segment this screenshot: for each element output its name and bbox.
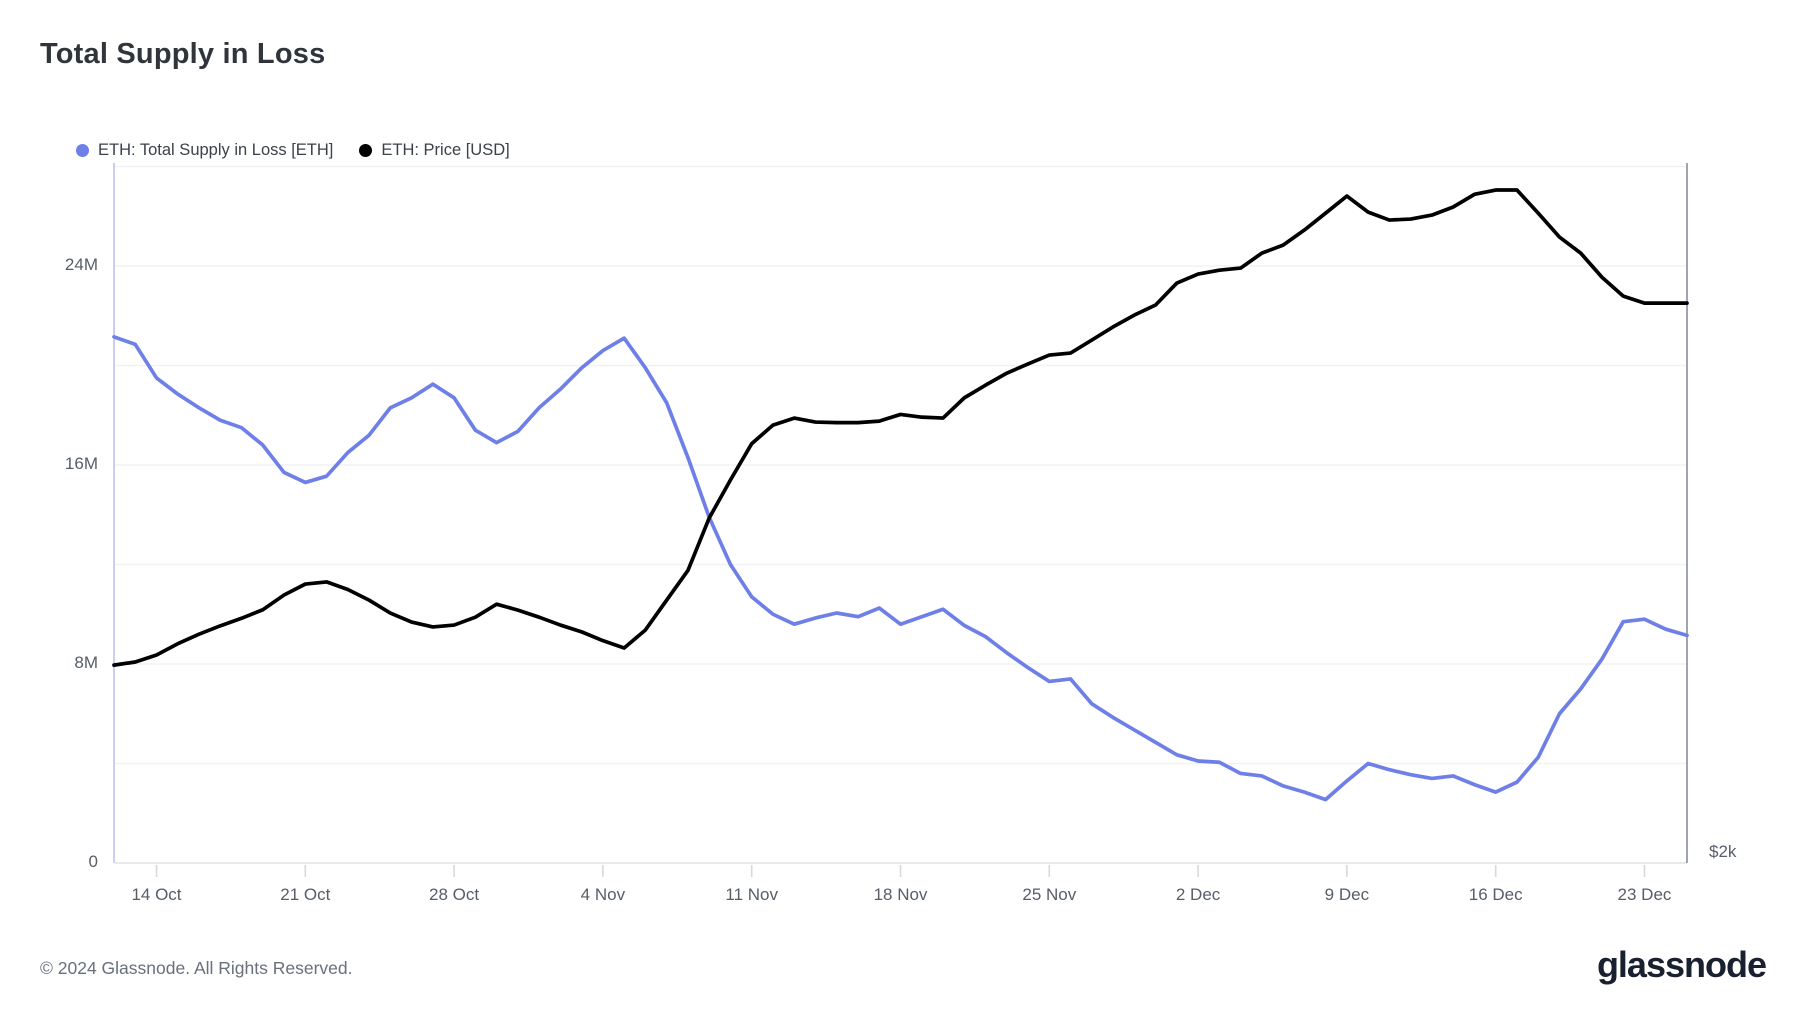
x-axis-label: 16 Dec bbox=[1468, 885, 1523, 904]
x-axis-label: 21 Oct bbox=[280, 885, 331, 904]
x-axis-label: 23 Dec bbox=[1617, 885, 1672, 904]
legend-supply-label: ETH: Total Supply in Loss [ETH] bbox=[98, 141, 334, 159]
glassnode-logo[interactable]: glassnode bbox=[1596, 944, 1767, 985]
x-axis-label: 11 Nov bbox=[725, 885, 778, 904]
x-axis-label: 9 Dec bbox=[1324, 885, 1370, 904]
x-axis-label: 18 Nov bbox=[873, 885, 928, 904]
x-axis-label: 2 Dec bbox=[1175, 885, 1221, 904]
page-title: Total Supply in Loss bbox=[40, 38, 326, 70]
legend-item-supply[interactable]: ETH: Total Supply in Loss [ETH] bbox=[76, 141, 333, 160]
x-axis-label: 14 Oct bbox=[131, 885, 182, 904]
y-axis-label: 8M bbox=[74, 653, 98, 672]
supply-in-loss-line[interactable] bbox=[112, 335, 1689, 802]
x-axis-label: 4 Nov bbox=[580, 885, 626, 904]
y-axis-label: 24M bbox=[64, 255, 98, 274]
legend: ETH: Total Supply in Loss [ETH] ETH: Pri… bbox=[76, 141, 536, 160]
x-axis-label: 28 Oct bbox=[429, 885, 480, 904]
copyright-text: © 2024 Glassnode. All Rights Reserved. bbox=[40, 958, 353, 978]
price-line[interactable] bbox=[112, 188, 1689, 667]
y-axis-label: 0 bbox=[88, 852, 98, 871]
supply-legend-dot-icon bbox=[76, 144, 89, 157]
price-legend-dot-icon bbox=[359, 144, 373, 157]
legend-price-label: ETH: Price [USD] bbox=[381, 141, 510, 159]
legend-item-price[interactable]: ETH: Price [USD] bbox=[359, 141, 510, 160]
right-axis-label: $2k bbox=[1709, 842, 1737, 861]
x-axis-label: 25 Nov bbox=[1022, 885, 1077, 904]
y-axis-label: 16M bbox=[64, 454, 98, 473]
